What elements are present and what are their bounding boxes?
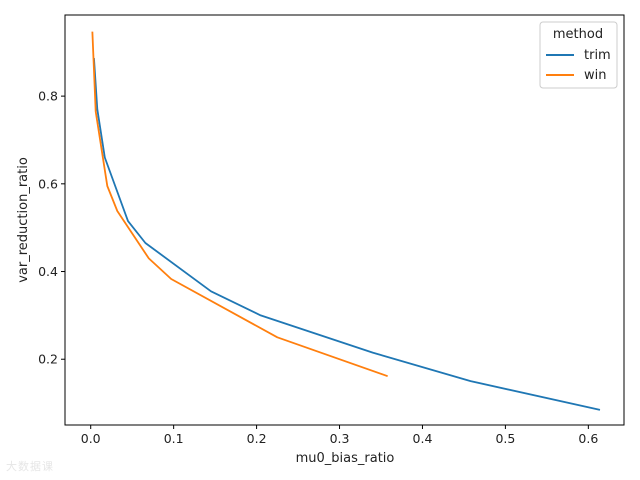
y-tick-label: 0.2 bbox=[38, 352, 58, 367]
y-tick-label: 0.6 bbox=[38, 176, 58, 191]
legend-label-trim: trim bbox=[584, 48, 611, 63]
legend-box bbox=[539, 21, 618, 89]
y-tick-label: 0.4 bbox=[38, 264, 58, 279]
x-tick-label: 0.2 bbox=[247, 431, 267, 446]
series-lines bbox=[91, 31, 601, 411]
watermark: 大数据课 bbox=[6, 460, 54, 473]
x-axis: 0.0 0.1 0.2 0.3 0.4 0.5 0.6 bbox=[81, 425, 598, 446]
legend-title: method bbox=[553, 27, 603, 42]
series-line-trim bbox=[93, 57, 601, 411]
y-axis-label: var_reduction_ratio bbox=[16, 157, 31, 283]
x-axis-label: mu0_bias_ratio bbox=[296, 451, 395, 466]
x-tick-label: 0.1 bbox=[164, 431, 184, 446]
x-tick-label: 0.6 bbox=[578, 431, 598, 446]
legend: method trim win bbox=[539, 21, 618, 89]
x-tick-label: 0.0 bbox=[81, 431, 101, 446]
plot-area bbox=[64, 14, 625, 426]
x-tick-label: 0.5 bbox=[495, 431, 515, 446]
legend-label-win: win bbox=[584, 68, 606, 83]
x-tick-label: 0.3 bbox=[330, 431, 350, 446]
series-line-win bbox=[91, 31, 388, 378]
y-axis: 0.2 0.4 0.6 0.8 bbox=[38, 89, 65, 367]
x-tick-label: 0.4 bbox=[413, 431, 433, 446]
y-tick-label: 0.8 bbox=[38, 89, 58, 104]
